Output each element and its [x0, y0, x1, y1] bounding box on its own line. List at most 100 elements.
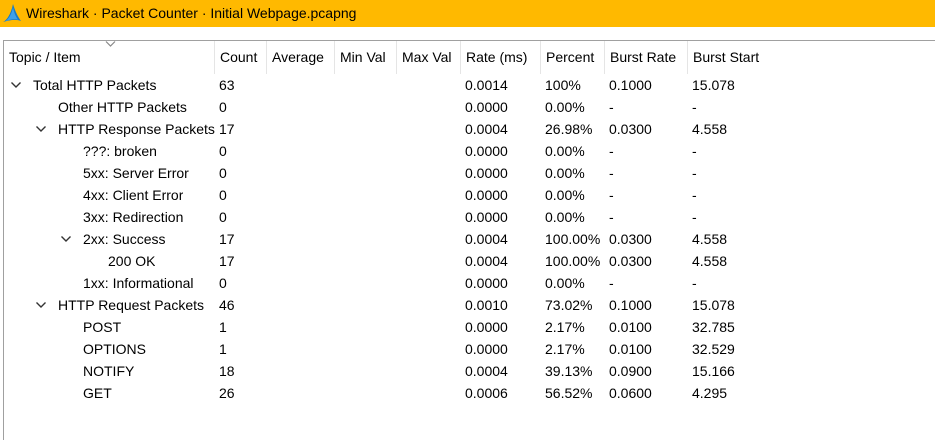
- row-percent: 0.00%: [545, 187, 585, 203]
- row-burst-rate: -: [609, 187, 614, 203]
- row-burst-rate: 0.0300: [609, 231, 652, 247]
- column-header-count[interactable]: Count: [215, 41, 267, 74]
- column-header-rate[interactable]: Rate (ms): [461, 41, 541, 74]
- row-burst-start: 4.558: [692, 231, 728, 247]
- column-header-burst-start[interactable]: Burst Start: [693, 49, 760, 65]
- row-burst-start: 15.078: [692, 297, 735, 313]
- row-burst-start: 4.558: [692, 121, 728, 137]
- row-burst-start: 32.785: [692, 319, 735, 335]
- row-topic: 3xx: Redirection: [83, 209, 184, 225]
- row-rate: 0.0004: [465, 231, 508, 247]
- row-topic: NOTIFY: [83, 363, 135, 379]
- table-row[interactable]: POST 1 0.0000 2.17% 0.0100 32.785: [4, 316, 935, 338]
- row-count: 17: [219, 253, 235, 269]
- row-burst-start: -: [692, 209, 697, 225]
- row-percent: 0.00%: [545, 209, 585, 225]
- row-percent: 100.00%: [545, 231, 601, 247]
- row-rate: 0.0000: [465, 99, 508, 115]
- row-topic: GET: [83, 385, 112, 401]
- sort-chevron-down-icon: [105, 41, 116, 47]
- row-burst-start: 32.529: [692, 341, 735, 357]
- row-percent: 0.00%: [545, 165, 585, 181]
- table-row[interactable]: ???: broken 0 0.0000 0.00% - -: [4, 140, 935, 162]
- table-row[interactable]: 4xx: Client Error 0 0.0000 0.00% - -: [4, 184, 935, 206]
- table-row[interactable]: HTTP Response Packets 17 0.0004 26.98% 0.030…: [4, 118, 935, 140]
- row-topic: POST: [83, 319, 122, 335]
- column-header-min-val[interactable]: Min Val: [335, 41, 397, 74]
- row-rate: 0.0000: [465, 143, 508, 159]
- row-percent: 73.02%: [545, 297, 593, 313]
- row-percent: 56.52%: [545, 385, 593, 401]
- column-header-max-val[interactable]: Max Val: [397, 41, 461, 74]
- row-burst-rate: -: [609, 143, 614, 159]
- column-header-burst-rate[interactable]: Burst Rate: [605, 41, 688, 74]
- row-burst-start: -: [692, 165, 697, 181]
- row-burst-start: -: [692, 275, 697, 291]
- row-rate: 0.0006: [465, 385, 508, 401]
- row-percent: 2.17%: [545, 341, 585, 357]
- row-topic: 2xx: Success: [83, 231, 166, 247]
- table-row[interactable]: 3xx: Redirection 0 0.0000 0.00% - -: [4, 206, 935, 228]
- row-percent: 0.00%: [545, 275, 585, 291]
- row-count: 18: [219, 363, 235, 379]
- row-count: 0: [219, 165, 227, 181]
- row-topic: HTTP Request Packets: [58, 297, 205, 313]
- row-rate: 0.0000: [465, 319, 508, 335]
- row-count: 63: [219, 77, 235, 93]
- row-percent: 2.17%: [545, 319, 585, 335]
- row-burst-start: -: [692, 99, 697, 115]
- row-count: 1: [219, 341, 227, 357]
- row-burst-rate: 0.0900: [609, 363, 652, 379]
- row-burst-rate: 0.0300: [609, 253, 652, 269]
- row-burst-rate: 0.0100: [609, 341, 652, 357]
- row-burst-start: 4.295: [692, 385, 728, 401]
- row-count: 0: [219, 275, 227, 291]
- row-count: 1: [219, 319, 227, 335]
- table-row[interactable]: GET 26 0.0006 56.52% 0.0600 4.295: [4, 382, 935, 404]
- wireshark-fin-icon: [3, 4, 21, 22]
- row-rate: 0.0000: [465, 275, 508, 291]
- row-topic: 1xx: Informational: [83, 275, 194, 291]
- row-topic: ???: broken: [83, 143, 157, 159]
- row-percent: 0.00%: [545, 143, 585, 159]
- row-rate: 0.0004: [465, 253, 508, 269]
- row-rate: 0.0000: [465, 341, 508, 357]
- row-burst-start: -: [692, 143, 697, 159]
- row-rate: 0.0000: [465, 165, 508, 181]
- row-percent: 100.00%: [545, 253, 601, 269]
- row-topic: 5xx: Server Error: [83, 165, 189, 181]
- row-burst-rate: -: [609, 165, 614, 181]
- table-row[interactable]: 2xx: Success 17 0.0004 100.00% 0.0300 4.558: [4, 228, 935, 250]
- table-row[interactable]: NOTIFY 18 0.0004 39.13% 0.0900 15.166: [4, 360, 935, 382]
- table-row[interactable]: HTTP Request Packets 46 0.0010 73.02% 0.1000…: [4, 294, 935, 316]
- row-rate: 0.0004: [465, 363, 508, 379]
- table-row[interactable]: 1xx: Informational 0 0.0000 0.00% - -: [4, 272, 935, 294]
- row-burst-start: 4.558: [692, 253, 728, 269]
- table-row[interactable]: Total HTTP Packets 63 0.0014 100% 0.1000 15.0…: [4, 74, 935, 96]
- expand-chevron-icon[interactable]: [10, 80, 22, 90]
- window-title: Wireshark · Packet Counter · Initial Web…: [26, 5, 357, 21]
- table-row[interactable]: OPTIONS 1 0.0000 2.17% 0.0100 32.529: [4, 338, 935, 360]
- column-header-percent[interactable]: Percent: [541, 41, 605, 74]
- row-topic: HTTP Response Packets: [58, 121, 215, 137]
- expand-chevron-icon[interactable]: [35, 300, 47, 310]
- row-count: 0: [219, 143, 227, 159]
- expand-chevron-icon[interactable]: [60, 234, 72, 244]
- expand-chevron-icon[interactable]: [35, 124, 47, 134]
- row-count: 26: [219, 385, 235, 401]
- row-burst-rate: 0.1000: [609, 77, 652, 93]
- row-count: 0: [219, 209, 227, 225]
- row-burst-start: -: [692, 187, 697, 203]
- table-row[interactable]: Other HTTP Packets 0 0.0000 0.00% - -: [4, 96, 935, 118]
- row-burst-rate: 0.0100: [609, 319, 652, 335]
- title-bar[interactable]: Wireshark · Packet Counter · Initial Web…: [0, 0, 935, 27]
- column-header-average[interactable]: Average: [267, 41, 335, 74]
- column-header-topic[interactable]: Topic / Item: [4, 41, 215, 74]
- row-percent: 100%: [545, 77, 581, 93]
- row-burst-rate: -: [609, 275, 614, 291]
- packet-counter-tree[interactable]: Topic / Item Count Average Min Val Max V…: [3, 40, 935, 440]
- row-percent: 0.00%: [545, 99, 585, 115]
- table-row[interactable]: 200 OK 17 0.0004 100.00% 0.0300 4.558: [4, 250, 935, 272]
- row-count: 46: [219, 297, 235, 313]
- table-row[interactable]: 5xx: Server Error 0 0.0000 0.00% - -: [4, 162, 935, 184]
